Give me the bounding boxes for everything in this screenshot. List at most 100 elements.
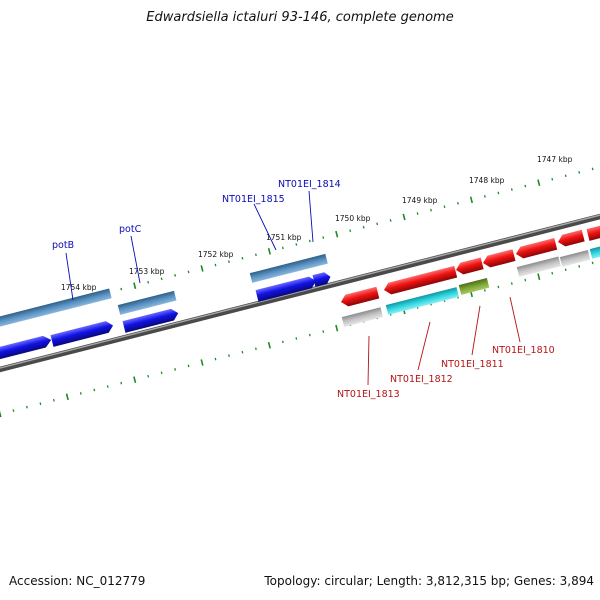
cds-potC-arrow[interactable] (122, 307, 180, 333)
ruler-minor-tick (160, 371, 163, 375)
ruler-minor-tick (510, 282, 513, 285)
ruler-minor-tick (591, 167, 594, 171)
reverse-gene-track (341, 245, 600, 327)
ruler-major-tick (267, 248, 271, 255)
gene-label-nt01ei-1813[interactable]: NT01EI_1813 (337, 389, 400, 400)
ruler-minor-tick (174, 368, 177, 371)
gene-nt01ei-1812-bar[interactable] (385, 287, 459, 315)
ruler-minor-tick (160, 277, 163, 281)
ruler-major-tick (335, 324, 339, 332)
ruler-label-1747: 1747 kbp (537, 155, 573, 164)
ruler-major-tick (133, 282, 137, 289)
ruler-minor-tick (430, 208, 432, 212)
forward-gene-track (0, 253, 328, 327)
ruler-minor-tick (106, 385, 109, 388)
ruler-minor-tick (120, 287, 123, 291)
ruler-label-1753: 1753 kbp (129, 267, 165, 276)
ruler-minor-tick (254, 253, 257, 257)
ruler-minor-tick (187, 270, 190, 274)
gene-reverse-6-bar[interactable] (559, 249, 591, 267)
ruler-minor-tick (147, 374, 150, 378)
ruler-minor-tick (308, 239, 311, 243)
gene-reverse-7-bar[interactable] (589, 245, 600, 259)
cds-nt01ei-1813-arrow[interactable] (340, 286, 380, 308)
ruler-major-tick (267, 342, 271, 349)
ruler-minor-tick (254, 347, 257, 351)
cds-potB-arrow[interactable] (50, 320, 115, 347)
ruler-minor-tick (281, 246, 284, 250)
ruler-minor-tick (120, 381, 123, 385)
gene-labels: potB potC NT01EI_1815 NT01EI_1814 NT01EI… (52, 179, 555, 400)
ruler-minor-tick (52, 398, 55, 402)
ruler-major-tick (537, 179, 541, 186)
ruler-minor-tick (214, 357, 217, 361)
reverse-cds-track (340, 224, 600, 308)
gene-nt01ei-1811-bar[interactable] (458, 277, 490, 295)
gene-nt01ei-1815-bar[interactable] (249, 253, 328, 283)
ruler-minor-tick (551, 271, 554, 275)
ruler-major-tick (335, 230, 339, 238)
cds-potB-partial-arrow[interactable] (0, 334, 53, 360)
cds-nt01ei-1812-arrow[interactable] (383, 265, 458, 296)
ruler-minor-tick (228, 260, 230, 263)
ruler-minor-tick (376, 222, 379, 226)
gene-label-potB[interactable]: potB (52, 240, 74, 251)
ruler-minor-tick (416, 212, 419, 215)
ruler-minor-tick (389, 219, 392, 222)
ruler-minor-tick (12, 409, 15, 412)
ruler-minor-tick (187, 364, 190, 368)
ruler-minor-tick (483, 289, 486, 292)
ruler-label-1748: 1748 kbp (469, 176, 505, 185)
genome-stats-text: Topology: circular; Length: 3,812,315 bp… (264, 574, 594, 588)
gene-label-nt01ei-1814[interactable]: NT01EI_1814 (278, 179, 341, 190)
cds-nt01ei-1811-arrow[interactable] (455, 257, 484, 276)
gene-nt01ei-1810-bar[interactable] (516, 256, 561, 277)
ruler-minor-tick (497, 191, 500, 195)
ruler-minor-tick (443, 205, 446, 209)
ruler-minor-tick (322, 236, 325, 239)
forward-cds-track (0, 271, 332, 360)
gene-potB-bar[interactable] (0, 288, 112, 327)
ruler-label-1751: 1751 kbp (266, 233, 302, 242)
gene-label-nt01ei-1810[interactable]: NT01EI_1810 (492, 345, 555, 356)
ruler-minor-tick (26, 405, 28, 409)
cds-reverse-7-arrow[interactable] (586, 224, 600, 241)
ruler-minor-tick (457, 201, 459, 205)
ruler-minor-tick (497, 285, 500, 289)
cds-nt01ei-1810-arrow[interactable] (482, 249, 516, 269)
cds-reverse-5-arrow[interactable] (515, 238, 558, 260)
ruler-minor-tick (39, 402, 42, 406)
gene-label-potC[interactable]: potC (119, 224, 142, 235)
ruler-minor-tick (174, 274, 177, 277)
ruler-minor-tick (524, 184, 527, 188)
gene-label-nt01ei-1811[interactable]: NT01EI_1811 (441, 359, 504, 370)
gene-label-nt01ei-1812[interactable]: NT01EI_1812 (390, 374, 453, 385)
ruler-labels: 1747 kbp 1748 kbp 1749 kbp 1750 kbp 1751… (61, 155, 573, 292)
ruler-major-tick (65, 393, 69, 401)
ruler-minor-tick (524, 278, 527, 282)
gene-potC-bar[interactable] (117, 290, 177, 315)
cds-nt01ei-1815-arrow[interactable] (255, 275, 318, 302)
gene-label-nt01ei-1815[interactable]: NT01EI_1815 (222, 194, 285, 205)
ruler-minor-tick (295, 243, 298, 246)
ruler-minor-tick (241, 350, 244, 354)
gene-nt01ei-1813-bar[interactable] (341, 307, 383, 327)
ruler-minor-tick (362, 225, 365, 229)
ruler-major-tick (537, 273, 541, 280)
ruler-minor-tick (349, 229, 352, 233)
ruler-minor-tick (578, 171, 581, 174)
ruler-minor-tick (564, 174, 567, 178)
ruler-minor-tick (578, 265, 581, 268)
ruler-label-1752: 1752 kbp (198, 250, 234, 259)
ruler-label-1749: 1749 kbp (402, 196, 438, 205)
cds-reverse-6-arrow[interactable] (557, 229, 585, 248)
ruler-major-tick (0, 410, 2, 418)
ruler-minor-tick (322, 330, 325, 333)
ruler-major-tick (402, 213, 406, 221)
cds-nt01ei-1814-arrow[interactable] (312, 271, 332, 287)
ruler-minor-tick (483, 195, 486, 198)
ruler-minor-tick (241, 256, 244, 260)
ruler-minor-tick (308, 333, 311, 337)
ruler-major-tick (200, 359, 204, 366)
